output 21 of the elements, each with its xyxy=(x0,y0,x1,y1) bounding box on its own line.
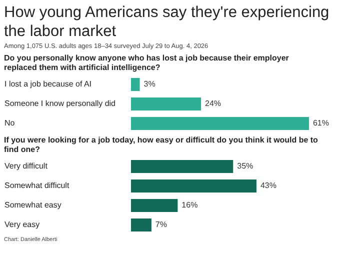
data-label: 7% xyxy=(155,220,167,229)
y-tick-label: No xyxy=(4,118,16,128)
y-tick-label: Somewhat easy xyxy=(4,200,62,210)
bar xyxy=(131,179,256,192)
data-label: 43% xyxy=(260,180,276,190)
chart-title: If you were looking for a job today, how easy or difficult do you think it would be to find one? xyxy=(4,135,318,154)
data-label: 61% xyxy=(312,118,329,128)
data-label: 35% xyxy=(237,161,254,170)
data-label: 16% xyxy=(182,200,198,210)
data-label: 24% xyxy=(205,98,222,108)
bar xyxy=(131,198,178,212)
chart-title: Do you personally know anyone who has lost a job because their employer replaced them with artificial intelligence? xyxy=(4,54,289,72)
bar xyxy=(131,218,152,232)
y-tick-label: Someone I know personally did xyxy=(4,98,116,108)
y-tick-label: Somewhat difficult xyxy=(4,180,70,190)
y-tick-label: Very easy xyxy=(4,220,40,229)
y-tick-label: Very difficult xyxy=(4,161,48,170)
y-tick-label: I lost a job because of AI xyxy=(4,79,92,88)
data-label: 3% xyxy=(144,79,156,88)
bar xyxy=(131,160,234,173)
text: How young Americans say they're experiencing the labor market xyxy=(4,3,330,41)
